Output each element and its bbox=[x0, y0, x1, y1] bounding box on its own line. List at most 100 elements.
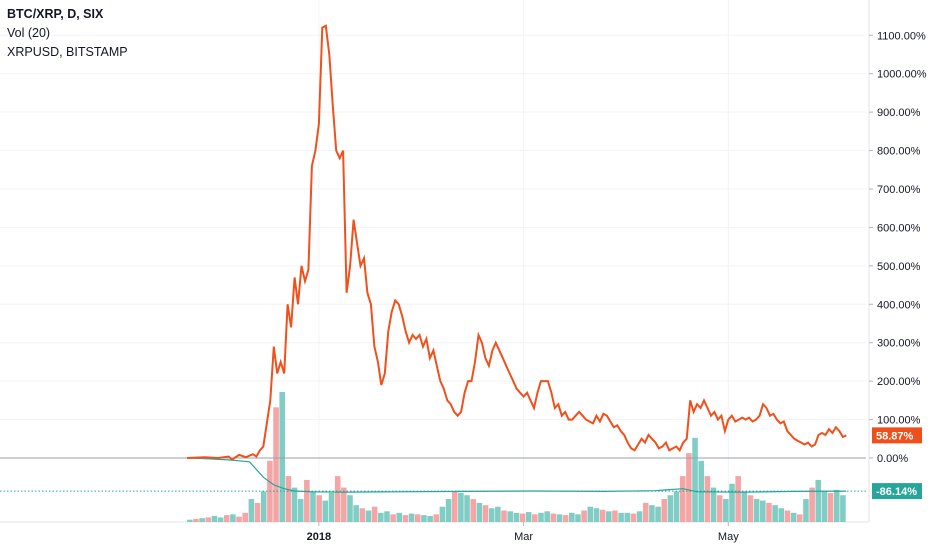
series-line-xrpusd bbox=[186, 24, 847, 461]
volume-bar bbox=[378, 512, 384, 522]
volume-bar bbox=[390, 514, 396, 522]
x-tick-label: Mar bbox=[514, 531, 533, 543]
volume-bar bbox=[661, 499, 668, 522]
volume-bar bbox=[562, 515, 569, 522]
volume-bar bbox=[353, 505, 359, 522]
volume-bar bbox=[679, 476, 686, 522]
volume-bar bbox=[556, 514, 563, 522]
y-tick-label: 200.00% bbox=[877, 376, 921, 388]
volume-bar bbox=[692, 437, 698, 522]
volume-bar bbox=[421, 515, 427, 522]
volume-bar bbox=[217, 517, 224, 522]
volume-bar bbox=[605, 511, 612, 522]
volume-bar bbox=[803, 499, 809, 522]
volume-bar bbox=[544, 511, 550, 522]
volume-bar bbox=[833, 489, 840, 522]
x-axis[interactable]: 2018MarMayJulSepNov2019 bbox=[307, 522, 932, 543]
volume-bar bbox=[667, 495, 674, 522]
volume-bar bbox=[279, 392, 285, 522]
volume-bar bbox=[747, 495, 754, 522]
volume-bar bbox=[513, 512, 520, 522]
volume-bar bbox=[414, 514, 421, 522]
volume-bar bbox=[476, 502, 483, 522]
volume-bar bbox=[236, 516, 242, 522]
last-value-tag-main: 58.87% bbox=[876, 430, 914, 442]
last-value-tag-compare: -86.14% bbox=[876, 486, 917, 498]
volume-bar bbox=[211, 515, 218, 522]
volume-bar bbox=[716, 495, 723, 522]
y-tick-label: 500.00% bbox=[877, 261, 921, 273]
volume-bar bbox=[291, 487, 298, 522]
last-value-tags: 58.87% -86.14% bbox=[872, 427, 922, 500]
volume-bar bbox=[525, 512, 532, 522]
volume-bar bbox=[334, 476, 341, 522]
volume-bar bbox=[501, 510, 507, 522]
volume-bar bbox=[538, 512, 544, 522]
volume-bar bbox=[427, 515, 433, 522]
volume-bar bbox=[445, 499, 452, 522]
y-tick-label: 900.00% bbox=[877, 107, 921, 119]
volume-bar bbox=[519, 513, 526, 522]
volume-bar bbox=[328, 492, 335, 522]
volume-bar bbox=[248, 499, 255, 522]
volume-bar bbox=[365, 510, 372, 522]
volume-bar bbox=[766, 502, 772, 522]
legend-compare[interactable]: XRPUSD, BITSTAMP bbox=[7, 45, 128, 59]
volume-bar bbox=[458, 492, 464, 522]
y-tick-label: 100.00% bbox=[877, 415, 921, 427]
volume-bar bbox=[482, 505, 489, 522]
volume-bar bbox=[550, 513, 557, 522]
volume-bar bbox=[753, 499, 760, 522]
y-tick-label: 1000.00% bbox=[877, 69, 927, 81]
grid bbox=[0, 0, 869, 523]
volume-bar bbox=[729, 483, 735, 522]
volume-bar bbox=[507, 511, 513, 522]
volume-bar bbox=[193, 518, 199, 522]
y-tick-label: 300.00% bbox=[877, 338, 921, 350]
legend-volume[interactable]: Vol (20) bbox=[7, 26, 51, 40]
volume-bar bbox=[254, 502, 261, 522]
volume-bar bbox=[223, 515, 230, 522]
volume-bar bbox=[341, 487, 347, 522]
last-value-tag-main-bg bbox=[872, 427, 922, 444]
volume-bar bbox=[686, 453, 692, 522]
x-tick-label: May bbox=[718, 531, 739, 543]
volume-bar bbox=[821, 491, 828, 522]
volume-bar bbox=[402, 515, 409, 522]
volume-bar bbox=[735, 476, 741, 522]
volume-bar bbox=[199, 518, 205, 522]
volume-bar bbox=[624, 512, 631, 522]
volume-bar bbox=[495, 506, 501, 522]
volume-bar bbox=[673, 491, 680, 522]
y-tick-label: 600.00% bbox=[877, 222, 921, 234]
volume-bar bbox=[655, 506, 661, 522]
volume-bar bbox=[772, 505, 778, 522]
volume-bar bbox=[408, 513, 415, 522]
x-tick-label: 2018 bbox=[307, 531, 331, 543]
volume-bar bbox=[797, 514, 803, 522]
volume-bar bbox=[815, 479, 822, 522]
volume-bar bbox=[205, 517, 212, 522]
y-axis[interactable]: 1100.00% 1000.00% 900.00% 800.00% 700.00% 600… bbox=[869, 30, 927, 465]
y-tick-label: 800.00% bbox=[877, 146, 921, 158]
volume-bar bbox=[569, 512, 575, 522]
volume-bar bbox=[304, 479, 310, 522]
volume-bar bbox=[396, 512, 403, 522]
volume-bar bbox=[347, 495, 353, 522]
volume-bar bbox=[273, 407, 279, 522]
volume-bar bbox=[359, 508, 366, 522]
volume-bar bbox=[470, 499, 476, 522]
volume-bar bbox=[384, 511, 390, 522]
volume-bar bbox=[630, 513, 637, 522]
y-tick-label: 1100.00% bbox=[877, 30, 926, 42]
legend-symbol[interactable]: BTC/XRP, D, SIX bbox=[7, 7, 104, 21]
volume-bar bbox=[704, 476, 711, 522]
volume-bar bbox=[322, 500, 329, 522]
volume-bar bbox=[784, 510, 791, 522]
volume-bar bbox=[741, 491, 748, 522]
volume-bar bbox=[532, 514, 538, 522]
volume-bars bbox=[187, 392, 846, 522]
volume-bar bbox=[840, 495, 846, 522]
volume-bar bbox=[310, 491, 316, 522]
